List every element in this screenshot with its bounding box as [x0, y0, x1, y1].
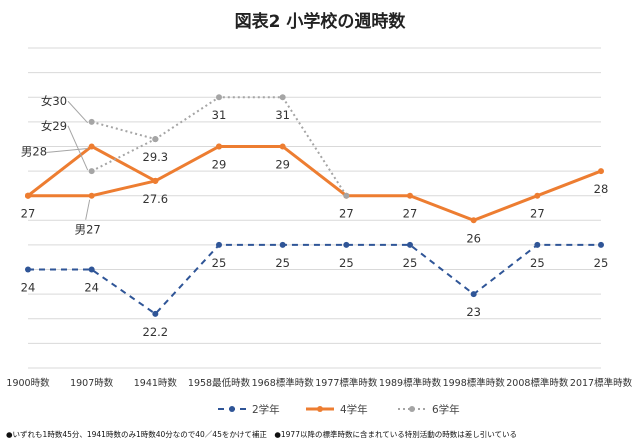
series-1-line-point [25, 266, 31, 273]
data-labels: 24 24 22.2 25 25 25 25 23 25 25 27 29 29 27 27 26 27 28 男2… [21, 94, 609, 339]
series-1-line-point [152, 310, 159, 317]
legend-marker [409, 406, 415, 412]
series-lines [27, 96, 602, 316]
series-1-line-point [216, 241, 222, 248]
series-3-branch-1 [91, 120, 156, 141]
series-3-line-point [279, 94, 286, 101]
chart-title: 図表2 小学校の週時数 [235, 11, 407, 32]
data-label-2nd-grade: 25 [339, 256, 354, 270]
data-label-4th-grade: 29 [275, 157, 290, 171]
x-tick-label: 1907時数 [70, 377, 114, 389]
data-label-6th-grade-girls30: 女30 [41, 94, 67, 108]
data-label-4th-grade: 28 [594, 182, 609, 196]
legend-marker [229, 406, 235, 412]
data-label-2nd-grade: 25 [530, 256, 545, 270]
series-2-branch-2-point [88, 192, 95, 199]
callout-girls29 [67, 125, 89, 171]
data-label-2nd-grade: 24 [84, 281, 99, 295]
chart-footnote: ●いずれも1時数45分、1941時数のみ1時数40分なので40／45をかけて補正… [6, 429, 517, 439]
data-label-4th-grade-boys28: 男28 [21, 144, 47, 158]
series-1-line [28, 243, 601, 316]
data-label-4th-grade: 26 [466, 231, 481, 245]
legend: 2学年 4学年 6学年 [218, 403, 460, 416]
series-points [25, 94, 604, 317]
x-tick-label: 1989標準時数 [379, 377, 442, 389]
x-tick-label: 2008標準時数 [506, 377, 569, 389]
data-label-2nd-grade: 25 [275, 256, 290, 270]
series-1-line-point [534, 241, 541, 248]
series-3-branch-2-point [152, 136, 159, 143]
series-1-line-point [598, 241, 604, 248]
legend-marker [317, 406, 323, 412]
data-label-4th-grade: 27 [21, 207, 36, 221]
data-label-2nd-grade: 22.2 [143, 325, 169, 339]
series-3-line-point [343, 192, 350, 199]
series-3-line-point [216, 94, 222, 101]
series-3-branch-2-point [88, 168, 95, 175]
data-label-4th-grade: 27 [339, 207, 354, 221]
series-2-line-point [470, 217, 477, 224]
series-2-branch-1-point [88, 143, 95, 150]
data-label-4th-grade-1941: 27.6 [143, 192, 169, 206]
series-2-branch-3 [154, 145, 220, 183]
series-3-branch-2 [91, 138, 156, 172]
series-2-branch-3-point [216, 143, 222, 150]
data-label-6th-grade: 29.3 [143, 150, 169, 164]
legend-label: 2学年 [252, 403, 280, 416]
legend-label: 6学年 [432, 403, 460, 416]
x-tick-label: 1900時数 [6, 377, 50, 389]
callout-girls30 [67, 100, 89, 124]
legend-label: 4学年 [340, 403, 368, 416]
callout-boys28 [45, 147, 88, 153]
series-2-branch-3-point [152, 177, 159, 184]
data-label-6th-grade: 31 [275, 108, 290, 122]
series-2-line-point [534, 192, 541, 199]
series-1-line-point [343, 241, 350, 248]
x-tick-label: 1958最低時数 [188, 377, 251, 389]
series-1-line-point [279, 241, 286, 248]
callout-boys27 [85, 199, 91, 220]
gridlines [28, 47, 601, 369]
x-tick-label: 1977標準時数 [315, 377, 378, 389]
x-tick-label: 1968標準時数 [252, 377, 315, 389]
series-2-line-point [407, 192, 413, 199]
series-1-line-point [407, 241, 413, 248]
x-tick-label: 1941時数 [134, 377, 178, 389]
data-label-4th-grade: 27 [403, 207, 418, 221]
series-2-line-point [279, 143, 286, 150]
data-label-2nd-grade: 24 [21, 281, 36, 295]
series-1-line-point [88, 266, 95, 273]
data-label-6th-grade: 31 [212, 108, 227, 122]
data-label-4th-grade-boys27: 男27 [75, 223, 101, 237]
series-3-branch-1-point [88, 118, 95, 125]
data-label-2nd-grade: 23 [466, 305, 481, 319]
x-tick-label: 1998標準時数 [443, 377, 506, 389]
x-axis-ticks: 1900時数 1907時数 1941時数 1958最低時数 1968標準時数 1977標準… [6, 377, 632, 389]
data-label-6th-grade-girls29: 女29 [41, 119, 67, 133]
data-label-2nd-grade: 25 [212, 256, 227, 270]
data-label-2nd-grade: 25 [594, 256, 609, 270]
data-label-2nd-grade: 25 [403, 256, 418, 270]
data-label-4th-grade: 27 [530, 207, 545, 221]
data-label-4th-grade: 29 [212, 157, 227, 171]
series-2-line-point [598, 168, 604, 175]
x-tick-label: 2017標準時数 [570, 377, 633, 389]
series-2-branch-2-point [25, 192, 31, 199]
series-1-line-point [470, 291, 477, 298]
